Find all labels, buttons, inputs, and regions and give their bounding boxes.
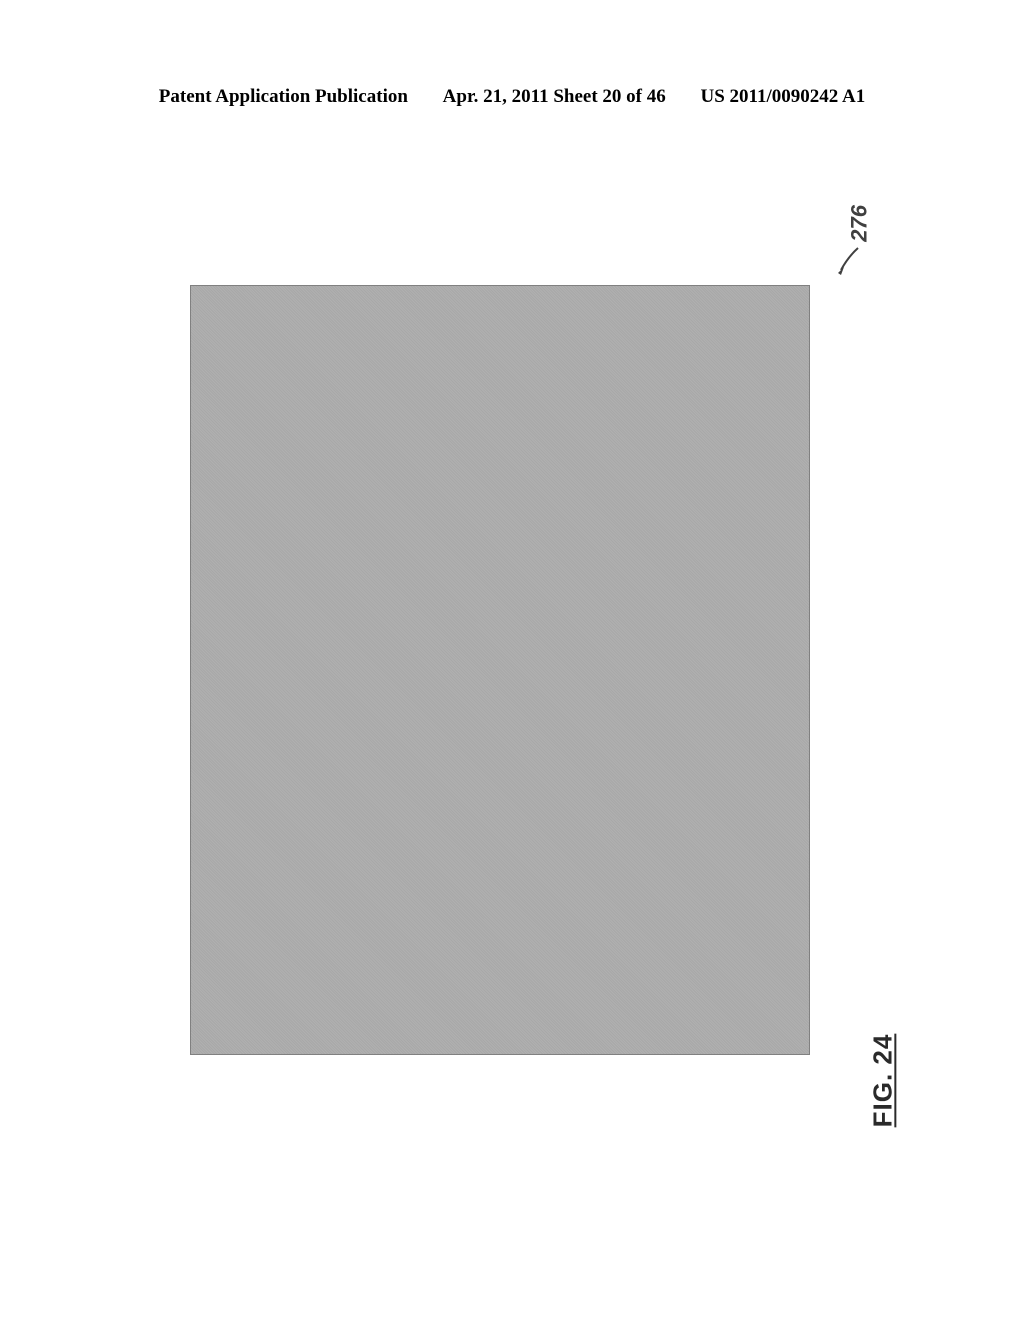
figure-container: 276 FIG. 24 [130, 230, 870, 1090]
header-date-sheet: Apr. 21, 2011 Sheet 20 of 46 [443, 86, 666, 108]
header-patent-number: US 2011/0090242 A1 [701, 86, 866, 108]
figure-label: FIG. 24 [868, 1034, 899, 1128]
reference-number-label: 276 [847, 205, 873, 242]
figure-gray-rectangle [190, 285, 810, 1055]
page-header: Patent Application Publication Apr. 21, … [0, 86, 1024, 108]
header-publication-type: Patent Application Publication [159, 86, 408, 108]
lead-line [836, 245, 866, 275]
